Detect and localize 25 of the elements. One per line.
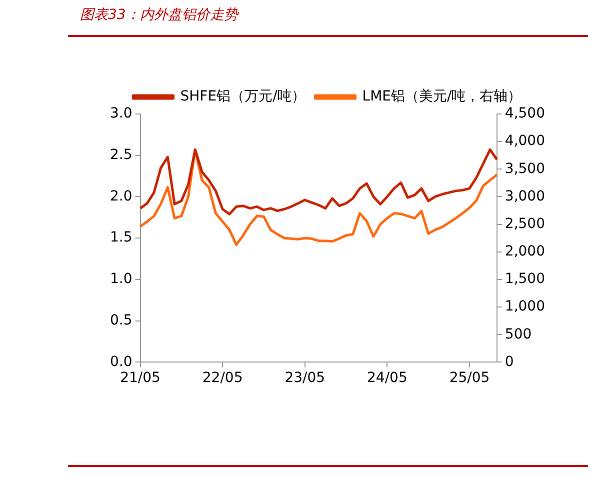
x-tick-label: 21/05 <box>120 370 160 386</box>
y2-tick-label: 3,000 <box>504 188 546 204</box>
y-tick-label: 0.0 <box>110 354 132 370</box>
y-tick-label: 0.5 <box>110 312 132 328</box>
x-tick-label: 24/05 <box>367 370 408 386</box>
y2-tick-label: 4,000 <box>504 133 546 150</box>
x-tick-label: 22/05 <box>202 370 243 386</box>
legend-label: LME铝（美元/吨，右轴） <box>362 88 522 105</box>
y-tick-label: 3.0 <box>110 106 132 122</box>
y-tick-label: 1.5 <box>110 230 132 246</box>
y-tick-label: 2.0 <box>110 188 132 204</box>
x-tick-label: 23/05 <box>284 370 326 386</box>
y2-tick-label: 4,500 <box>504 106 546 122</box>
y2-tick-label: 1,000 <box>504 298 546 315</box>
y2-tick-label: 1,500 <box>504 271 546 288</box>
y2-tick-label: 500 <box>504 326 532 342</box>
y2-tick-label: 0 <box>504 354 514 370</box>
legend-label: SHFE铝（万元/吨） <box>180 88 306 105</box>
chart-title: 图表33：内外盘铝价走势 <box>80 6 238 24</box>
y2-tick-label: 3,500 <box>504 160 546 177</box>
y-tick-label: 1.0 <box>110 271 132 288</box>
y-tick-label: 2.5 <box>110 147 132 164</box>
y2-tick-label: 2,500 <box>504 216 546 232</box>
x-tick-label: 25/05 <box>449 370 490 386</box>
y2-tick-label: 2,000 <box>504 244 546 260</box>
